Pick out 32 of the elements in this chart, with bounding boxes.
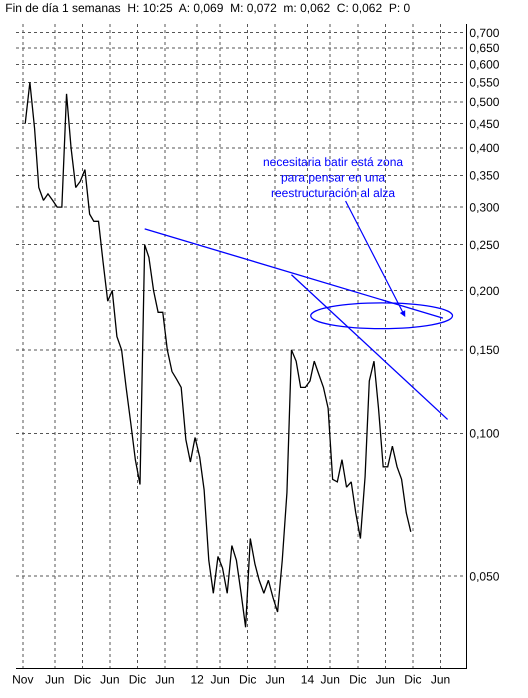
y-tick-label: 0,450 xyxy=(469,116,500,131)
x-tick-label: Jun xyxy=(155,672,175,686)
chart-title: Fin de día 1 semanas H: 10:25 A: 0,069 M: 0,072 m: 0,062 C: 0,062 P: 0 xyxy=(5,0,411,15)
y-tick-label: 0,150 xyxy=(469,343,500,358)
y-tick-label: 0,600 xyxy=(469,58,500,72)
y-tick-label: 0,550 xyxy=(469,76,500,90)
y-tick-label: 0,700 xyxy=(469,26,500,40)
x-tick-label: Jun xyxy=(320,672,340,686)
x-tick-label: Dic xyxy=(128,672,146,686)
x-tick-label: Jun xyxy=(210,672,230,686)
y-tick-label: 0,050 xyxy=(469,569,500,584)
x-tick-label: Jun xyxy=(265,672,285,686)
y-tick-label: 0,100 xyxy=(469,426,500,441)
x-tick-label: Dic xyxy=(74,672,92,686)
y-tick-label: 0,650 xyxy=(469,41,500,56)
x-tick-label: Jun xyxy=(376,672,395,686)
x-tick-label: Dic xyxy=(404,672,422,686)
y-tick-label: 0,200 xyxy=(469,284,500,298)
x-tick-label: 14 xyxy=(300,672,314,686)
x-tick-label: Jun xyxy=(430,672,450,686)
y-tick-label: 0,300 xyxy=(469,200,500,214)
y-tick-label: 0,250 xyxy=(469,238,500,252)
x-tick-label: Dic xyxy=(239,672,256,686)
x-tick-label: 12 xyxy=(190,672,204,686)
x-tick-label: Jun xyxy=(100,672,120,686)
annotation: necesitaria batir está zona para pensar en una reestructuración al alza xyxy=(263,155,404,200)
x-tick-label: Nov xyxy=(12,672,34,686)
y-tick-label: 0,500 xyxy=(469,95,500,110)
y-tick-label: 0,400 xyxy=(469,141,500,156)
x-tick-label: Dic xyxy=(349,672,367,686)
y-tick-label: 0,350 xyxy=(469,168,500,183)
x-tick-label: Jun xyxy=(45,672,64,686)
